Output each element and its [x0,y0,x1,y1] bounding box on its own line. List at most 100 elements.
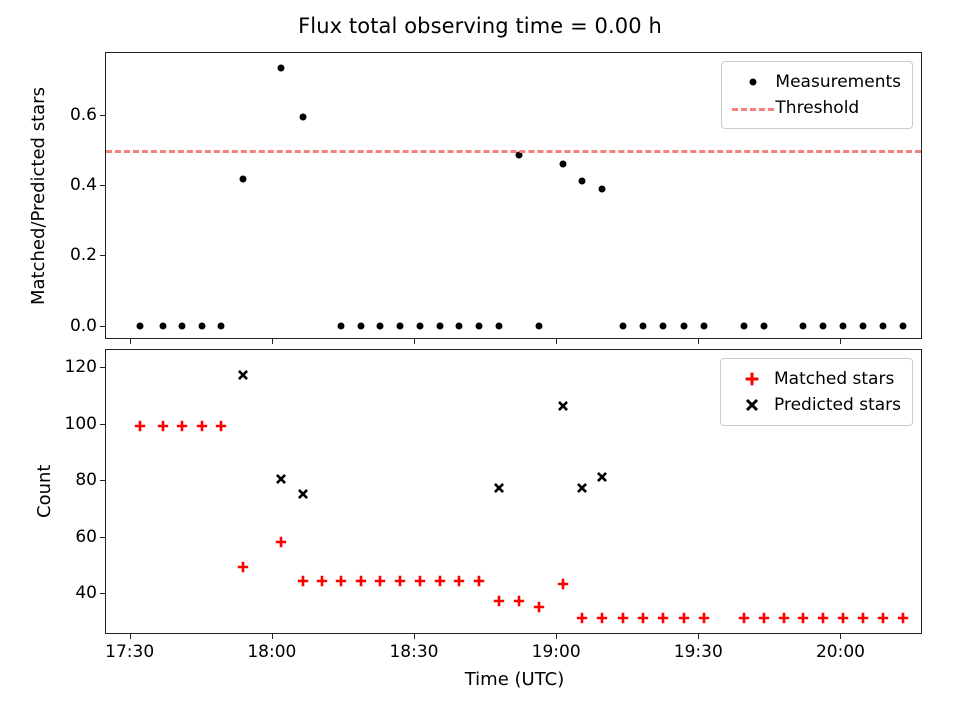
y-tick [100,536,106,538]
data-point [396,322,404,330]
x-tick [698,338,700,344]
data-point [493,593,506,607]
data-point [879,322,887,330]
plus-marker-icon [730,369,774,389]
data-point [817,610,830,624]
data-point [239,175,247,183]
data-point [877,610,890,624]
y-tick [100,593,106,595]
data-point [133,417,146,431]
x-tick [698,633,700,639]
ratio-plot-y-axis-label: Matched/Predicted stars [28,86,49,305]
data-point [899,322,907,330]
data-point [859,322,867,330]
data-point [697,610,710,624]
data-point [335,573,348,587]
ratio-plot-axes: 0.0 0.2 0.4 0.6 Matched/Predicted stars Mea… [28,52,922,344]
x-tick [840,338,842,344]
x-tick-label: 18:30 [389,642,439,662]
data-point [595,610,608,624]
y-tick [100,366,106,368]
data-point [176,417,189,431]
data-point [757,610,770,624]
count-plot-legend: Matched stars Predicted stars [720,358,913,426]
x-tick [840,633,842,639]
data-point [159,322,167,330]
data-point [337,322,345,330]
y-tick [100,255,106,257]
x-tick-label: 18:00 [247,642,297,662]
data-point [475,322,483,330]
y-tick-label: 0.0 [69,315,97,336]
data-point [296,573,309,587]
y-tick [100,184,106,186]
data-point [236,559,249,573]
data-point [678,610,691,624]
dashed-line-icon [731,98,775,118]
data-point [495,322,503,330]
data-point [275,533,288,547]
count-plot-area [106,350,921,633]
x-tick-label: 20:00 [815,642,865,662]
x-tick [413,633,415,639]
legend-item-threshold: Threshold [731,95,901,121]
data-point [616,610,629,624]
data-point [198,322,206,330]
data-point [777,610,790,624]
count-plot-x-axis-label: Time (UTC) [464,669,565,690]
x-tick-label: 19:00 [531,642,581,662]
data-point [656,610,669,624]
data-point [659,322,667,330]
figure-title: Flux total observing time = 0.00 h [298,14,662,38]
data-point [535,322,543,330]
x-tick [271,338,273,344]
y-tick [100,480,106,482]
count-plot-axes: 40 60 80 100 120 17:30 18:00 18:30 19:00 19:30 20… [34,349,922,690]
x-tick-label: 17:30 [105,642,155,662]
data-point [433,573,446,587]
cross-marker-icon [730,395,774,415]
legend-item-measurements: Measurements [731,69,901,95]
data-point [513,593,526,607]
legend-label-predicted-stars: Predicted stars [774,394,901,415]
dot-marker-icon [731,72,775,92]
ratio-plot-area [106,53,921,338]
x-tick [556,633,558,639]
data-point [316,573,329,587]
data-point [455,322,463,330]
data-point [575,479,588,493]
y-tick [100,325,106,327]
data-point [374,573,387,587]
data-point [196,417,209,431]
y-tick-label: 100 [64,413,97,434]
data-point [837,610,850,624]
threshold-line [106,149,921,153]
data-point [575,610,588,624]
data-point [839,322,847,330]
data-point [515,151,523,159]
data-point [595,468,608,482]
legend-item-matched-stars: Matched stars [730,366,901,392]
data-point [436,322,444,330]
data-point [394,573,407,587]
x-tick [413,338,415,344]
data-point [453,573,466,587]
data-point [578,177,586,185]
data-point [857,610,870,624]
data-point [156,417,169,431]
data-point [897,610,910,624]
data-point [299,113,307,121]
legend-item-predicted-stars: Predicted stars [730,392,901,418]
data-point [760,322,768,330]
data-point [797,610,810,624]
data-point [557,576,570,590]
legend-label-threshold: Threshold [775,97,860,118]
data-point [296,485,309,499]
data-point [598,185,606,193]
data-point [178,322,186,330]
data-point [619,322,627,330]
x-tick [129,633,131,639]
data-point [557,397,570,411]
data-point [275,471,288,485]
y-tick-label: 120 [64,356,97,377]
